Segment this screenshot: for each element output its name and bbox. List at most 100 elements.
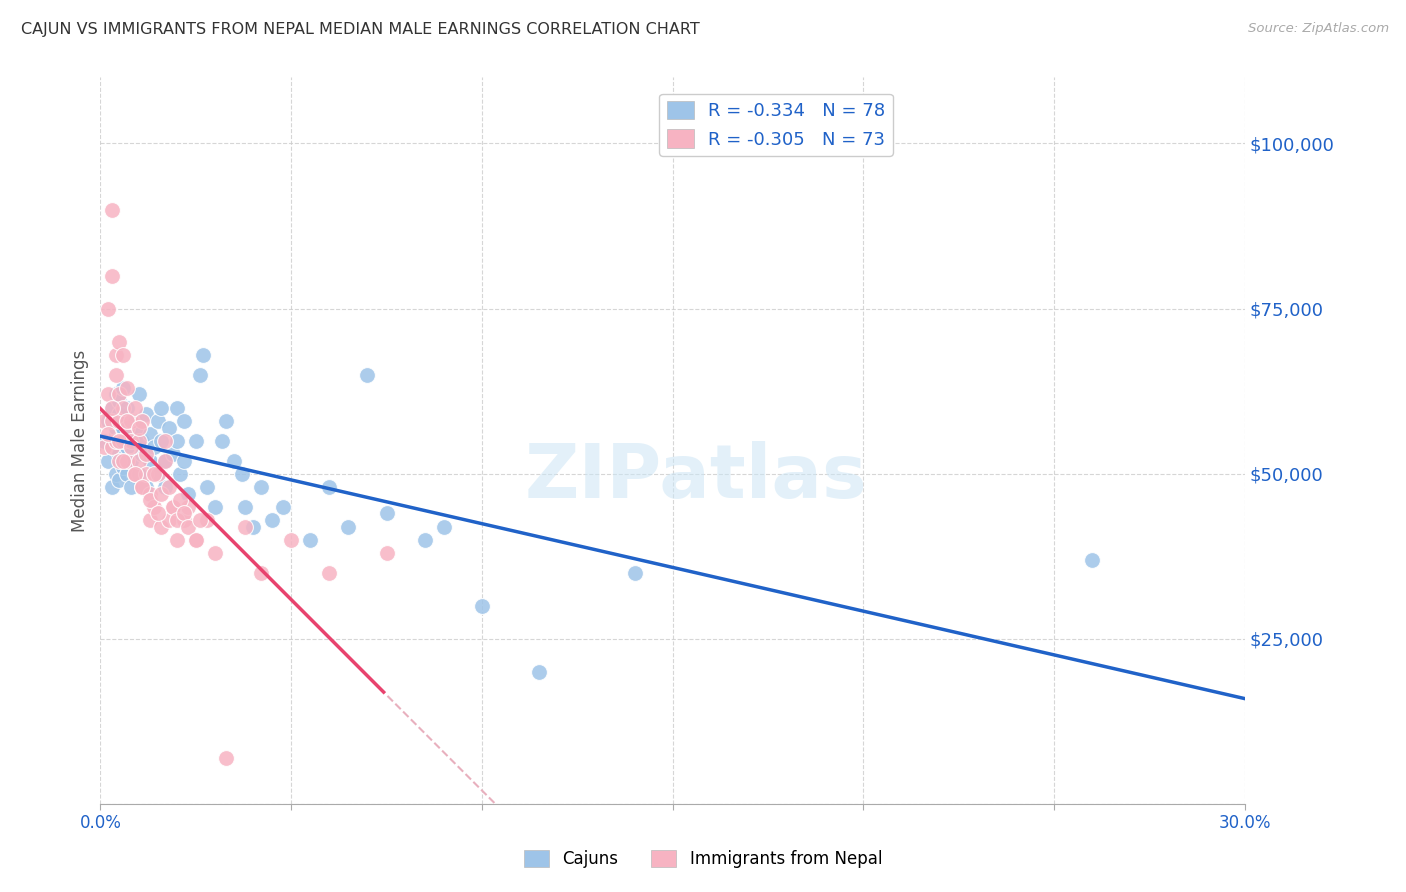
Point [193, 348, 215, 362]
Point [1081, 552, 1104, 566]
Point [115, 467, 138, 481]
Point [108, 387, 131, 401]
Point [166, 513, 188, 527]
Point [231, 467, 253, 481]
Point [112, 453, 135, 467]
Point [124, 467, 146, 481]
Point [135, 480, 157, 494]
Point [527, 665, 550, 679]
Point [155, 480, 177, 494]
Point [124, 434, 146, 448]
Point [173, 414, 195, 428]
Point [93, 414, 115, 428]
Point [211, 434, 233, 448]
Y-axis label: Median Male Earnings: Median Male Earnings [72, 350, 89, 532]
Point [273, 500, 295, 514]
Point [184, 533, 207, 547]
Point [280, 533, 302, 547]
Point [104, 434, 127, 448]
Point [124, 414, 146, 428]
Point [139, 453, 162, 467]
Point [124, 467, 146, 481]
Point [135, 407, 157, 421]
Point [155, 453, 177, 467]
Point [115, 401, 138, 415]
Point [195, 513, 218, 527]
Point [150, 401, 173, 415]
Point [131, 480, 153, 494]
Point [222, 453, 245, 467]
Point [299, 533, 322, 547]
Point [97, 427, 120, 442]
Point [112, 381, 135, 395]
Point [115, 414, 138, 428]
Point [157, 420, 180, 434]
Point [177, 500, 200, 514]
Point [93, 434, 115, 448]
Point [101, 414, 124, 428]
Point [166, 434, 188, 448]
Point [150, 519, 173, 533]
Text: ZIPatlas: ZIPatlas [524, 441, 868, 514]
Point [104, 387, 127, 401]
Point [128, 467, 150, 481]
Point [146, 467, 169, 481]
Point [120, 453, 142, 467]
Point [108, 434, 131, 448]
Point [356, 368, 378, 382]
Point [142, 440, 165, 454]
Point [124, 401, 146, 415]
Point [104, 427, 127, 442]
Point [184, 434, 207, 448]
Point [112, 434, 135, 448]
Point [128, 387, 150, 401]
Point [108, 434, 131, 448]
Point [135, 447, 157, 461]
Point [128, 434, 150, 448]
Point [115, 381, 138, 395]
Point [162, 447, 184, 461]
Point [101, 202, 124, 217]
Point [115, 440, 138, 454]
Point [101, 440, 124, 454]
Point [101, 440, 124, 454]
Point [204, 500, 226, 514]
Point [150, 486, 173, 500]
Point [166, 533, 188, 547]
Point [128, 453, 150, 467]
Point [112, 434, 135, 448]
Point [173, 507, 195, 521]
Point [146, 507, 169, 521]
Point [249, 566, 271, 580]
Point [471, 599, 494, 613]
Point [177, 519, 200, 533]
Point [97, 414, 120, 428]
Point [157, 480, 180, 494]
Point [139, 427, 162, 442]
Point [104, 368, 127, 382]
Point [131, 447, 153, 461]
Point [128, 420, 150, 434]
Point [108, 414, 131, 428]
Point [204, 546, 226, 560]
Point [155, 434, 177, 448]
Point [97, 301, 120, 316]
Point [233, 519, 256, 533]
Point [169, 493, 191, 508]
Point [101, 268, 124, 283]
Point [108, 334, 131, 349]
Point [131, 434, 153, 448]
Point [101, 401, 124, 415]
Point [131, 480, 153, 494]
Point [104, 420, 127, 434]
Point [188, 368, 211, 382]
Point [433, 519, 456, 533]
Text: Source: ZipAtlas.com: Source: ZipAtlas.com [1249, 22, 1389, 36]
Point [104, 348, 127, 362]
Point [215, 750, 238, 764]
Point [150, 434, 173, 448]
Point [93, 440, 115, 454]
Point [233, 500, 256, 514]
Point [169, 467, 191, 481]
Point [139, 513, 162, 527]
